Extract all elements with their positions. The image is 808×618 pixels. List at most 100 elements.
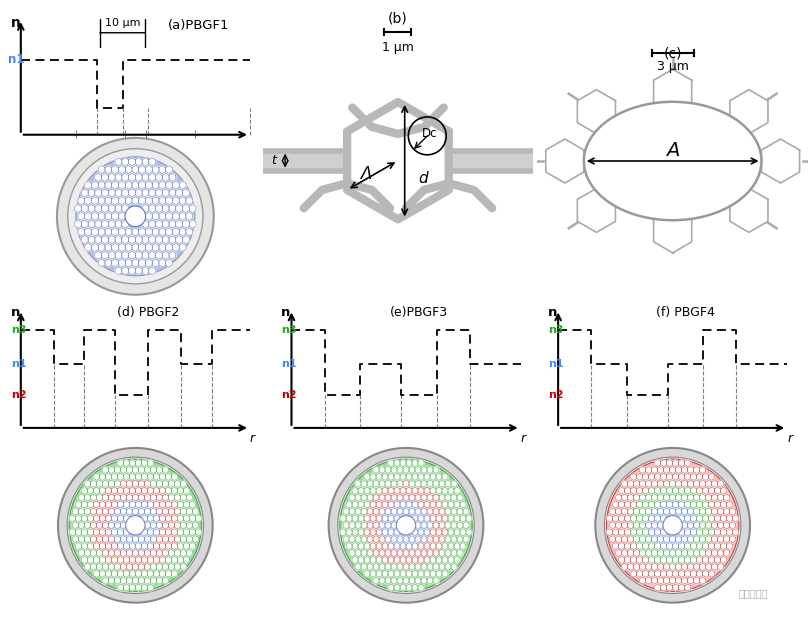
Polygon shape xyxy=(162,189,169,197)
Polygon shape xyxy=(646,522,652,529)
Polygon shape xyxy=(136,487,141,494)
Polygon shape xyxy=(709,487,714,494)
Text: Λ: Λ xyxy=(360,165,372,183)
Polygon shape xyxy=(709,515,714,522)
Polygon shape xyxy=(166,570,171,577)
Polygon shape xyxy=(82,529,87,536)
Polygon shape xyxy=(179,181,186,189)
Polygon shape xyxy=(652,480,658,487)
Polygon shape xyxy=(115,508,120,515)
Polygon shape xyxy=(108,508,115,515)
Text: n2: n2 xyxy=(281,391,297,400)
Polygon shape xyxy=(119,181,125,189)
Polygon shape xyxy=(427,564,433,570)
Polygon shape xyxy=(115,564,120,570)
Polygon shape xyxy=(112,197,119,205)
Polygon shape xyxy=(84,549,90,556)
Polygon shape xyxy=(103,508,108,515)
Polygon shape xyxy=(663,494,670,501)
Polygon shape xyxy=(693,536,700,543)
Polygon shape xyxy=(103,577,108,584)
Polygon shape xyxy=(691,487,696,494)
Polygon shape xyxy=(409,577,415,584)
Polygon shape xyxy=(147,473,154,480)
Polygon shape xyxy=(105,543,112,549)
Polygon shape xyxy=(126,536,133,543)
Polygon shape xyxy=(138,577,145,584)
Polygon shape xyxy=(412,570,418,577)
Polygon shape xyxy=(367,536,373,543)
Polygon shape xyxy=(82,487,87,494)
Polygon shape xyxy=(633,564,640,570)
Polygon shape xyxy=(388,473,394,480)
Polygon shape xyxy=(631,515,637,522)
Polygon shape xyxy=(132,243,139,252)
Polygon shape xyxy=(73,522,78,529)
Polygon shape xyxy=(733,515,739,522)
Polygon shape xyxy=(675,564,682,570)
Text: (f) PBGF4: (f) PBGF4 xyxy=(656,305,715,318)
Polygon shape xyxy=(159,515,166,522)
Polygon shape xyxy=(684,473,691,480)
Polygon shape xyxy=(421,522,427,529)
Polygon shape xyxy=(376,501,382,508)
Polygon shape xyxy=(84,536,90,543)
Polygon shape xyxy=(373,522,379,529)
Polygon shape xyxy=(124,501,129,508)
Polygon shape xyxy=(91,213,99,220)
Polygon shape xyxy=(169,235,176,243)
Polygon shape xyxy=(412,473,418,480)
Polygon shape xyxy=(430,501,436,508)
Polygon shape xyxy=(364,473,370,480)
Polygon shape xyxy=(147,460,154,467)
Polygon shape xyxy=(358,487,364,494)
Polygon shape xyxy=(136,570,141,577)
Polygon shape xyxy=(445,536,451,543)
Polygon shape xyxy=(138,494,145,501)
Polygon shape xyxy=(415,536,421,543)
Polygon shape xyxy=(640,494,646,501)
Polygon shape xyxy=(640,536,646,543)
Polygon shape xyxy=(139,197,145,205)
Polygon shape xyxy=(159,543,166,549)
Polygon shape xyxy=(628,536,633,543)
Polygon shape xyxy=(640,508,646,515)
Polygon shape xyxy=(442,556,448,564)
Polygon shape xyxy=(616,494,621,501)
Polygon shape xyxy=(133,549,138,556)
Polygon shape xyxy=(616,536,621,543)
Polygon shape xyxy=(102,220,108,228)
Polygon shape xyxy=(133,564,138,570)
Polygon shape xyxy=(400,556,406,564)
Polygon shape xyxy=(460,501,466,508)
Polygon shape xyxy=(156,494,162,501)
Polygon shape xyxy=(403,480,409,487)
Polygon shape xyxy=(138,508,145,515)
Polygon shape xyxy=(141,487,147,494)
Polygon shape xyxy=(637,515,642,522)
Polygon shape xyxy=(661,556,667,564)
Polygon shape xyxy=(171,487,177,494)
Polygon shape xyxy=(394,584,400,591)
Polygon shape xyxy=(379,577,385,584)
Polygon shape xyxy=(150,467,156,473)
Polygon shape xyxy=(99,487,105,494)
Polygon shape xyxy=(385,467,391,473)
Polygon shape xyxy=(162,252,169,259)
Polygon shape xyxy=(619,515,625,522)
Polygon shape xyxy=(367,508,373,515)
Polygon shape xyxy=(122,220,128,228)
Polygon shape xyxy=(75,543,82,549)
Polygon shape xyxy=(166,213,172,220)
Polygon shape xyxy=(115,174,122,181)
Polygon shape xyxy=(90,494,96,501)
Polygon shape xyxy=(682,522,688,529)
Polygon shape xyxy=(150,480,156,487)
Polygon shape xyxy=(175,480,180,487)
Polygon shape xyxy=(442,515,448,522)
Polygon shape xyxy=(449,151,533,171)
Polygon shape xyxy=(726,529,733,536)
Polygon shape xyxy=(642,529,649,536)
Polygon shape xyxy=(658,494,663,501)
Polygon shape xyxy=(186,197,192,205)
